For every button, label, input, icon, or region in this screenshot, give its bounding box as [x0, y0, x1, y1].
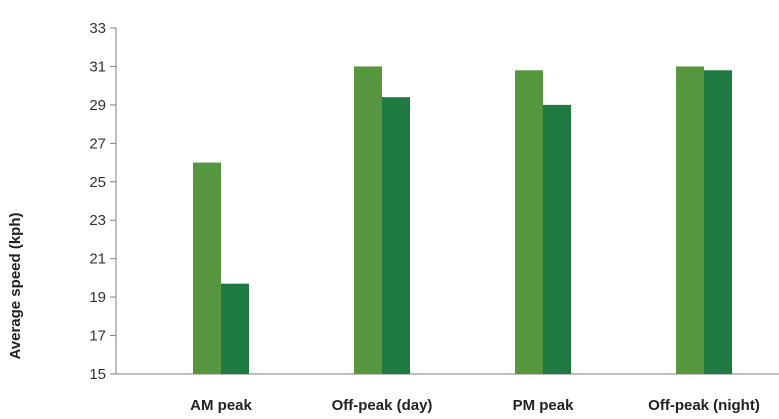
x-category-label: Off-peak (night) [648, 397, 760, 414]
bar-series-1 [676, 66, 704, 374]
y-tick-label: 27 [89, 135, 106, 152]
bar-series-2 [543, 104, 571, 374]
y-tick-label: 31 [89, 58, 106, 75]
y-tick-label: 25 [89, 174, 106, 191]
bar-series-2 [221, 283, 249, 374]
x-category-label: PM peak [513, 397, 575, 414]
y-tick-label: 17 [89, 328, 106, 345]
y-tick-label: 23 [89, 212, 106, 229]
bars [193, 66, 732, 375]
bar-series-1 [515, 70, 543, 375]
bar-series-1 [193, 162, 221, 374]
x-category-label: AM peak [190, 397, 252, 414]
x-category-label: Off-peak (day) [332, 397, 433, 414]
bar-series-2 [704, 70, 732, 375]
bar-series-1 [354, 66, 382, 374]
y-axis-title: Average speed (kph) [7, 213, 24, 360]
y-tick-label: 29 [89, 97, 106, 114]
y-tick-label: 21 [89, 251, 106, 268]
y-tick-label: 15 [89, 366, 106, 383]
x-axis: AM peak Off-peak (day) PM peak Off-peak (ni… [116, 373, 779, 414]
y-axis: 15 17 19 21 23 25 27 29 31 33 [89, 20, 117, 383]
bar-series-2 [382, 97, 410, 374]
y-tick-label: 19 [89, 289, 106, 306]
y-tick-label: 33 [89, 20, 106, 37]
